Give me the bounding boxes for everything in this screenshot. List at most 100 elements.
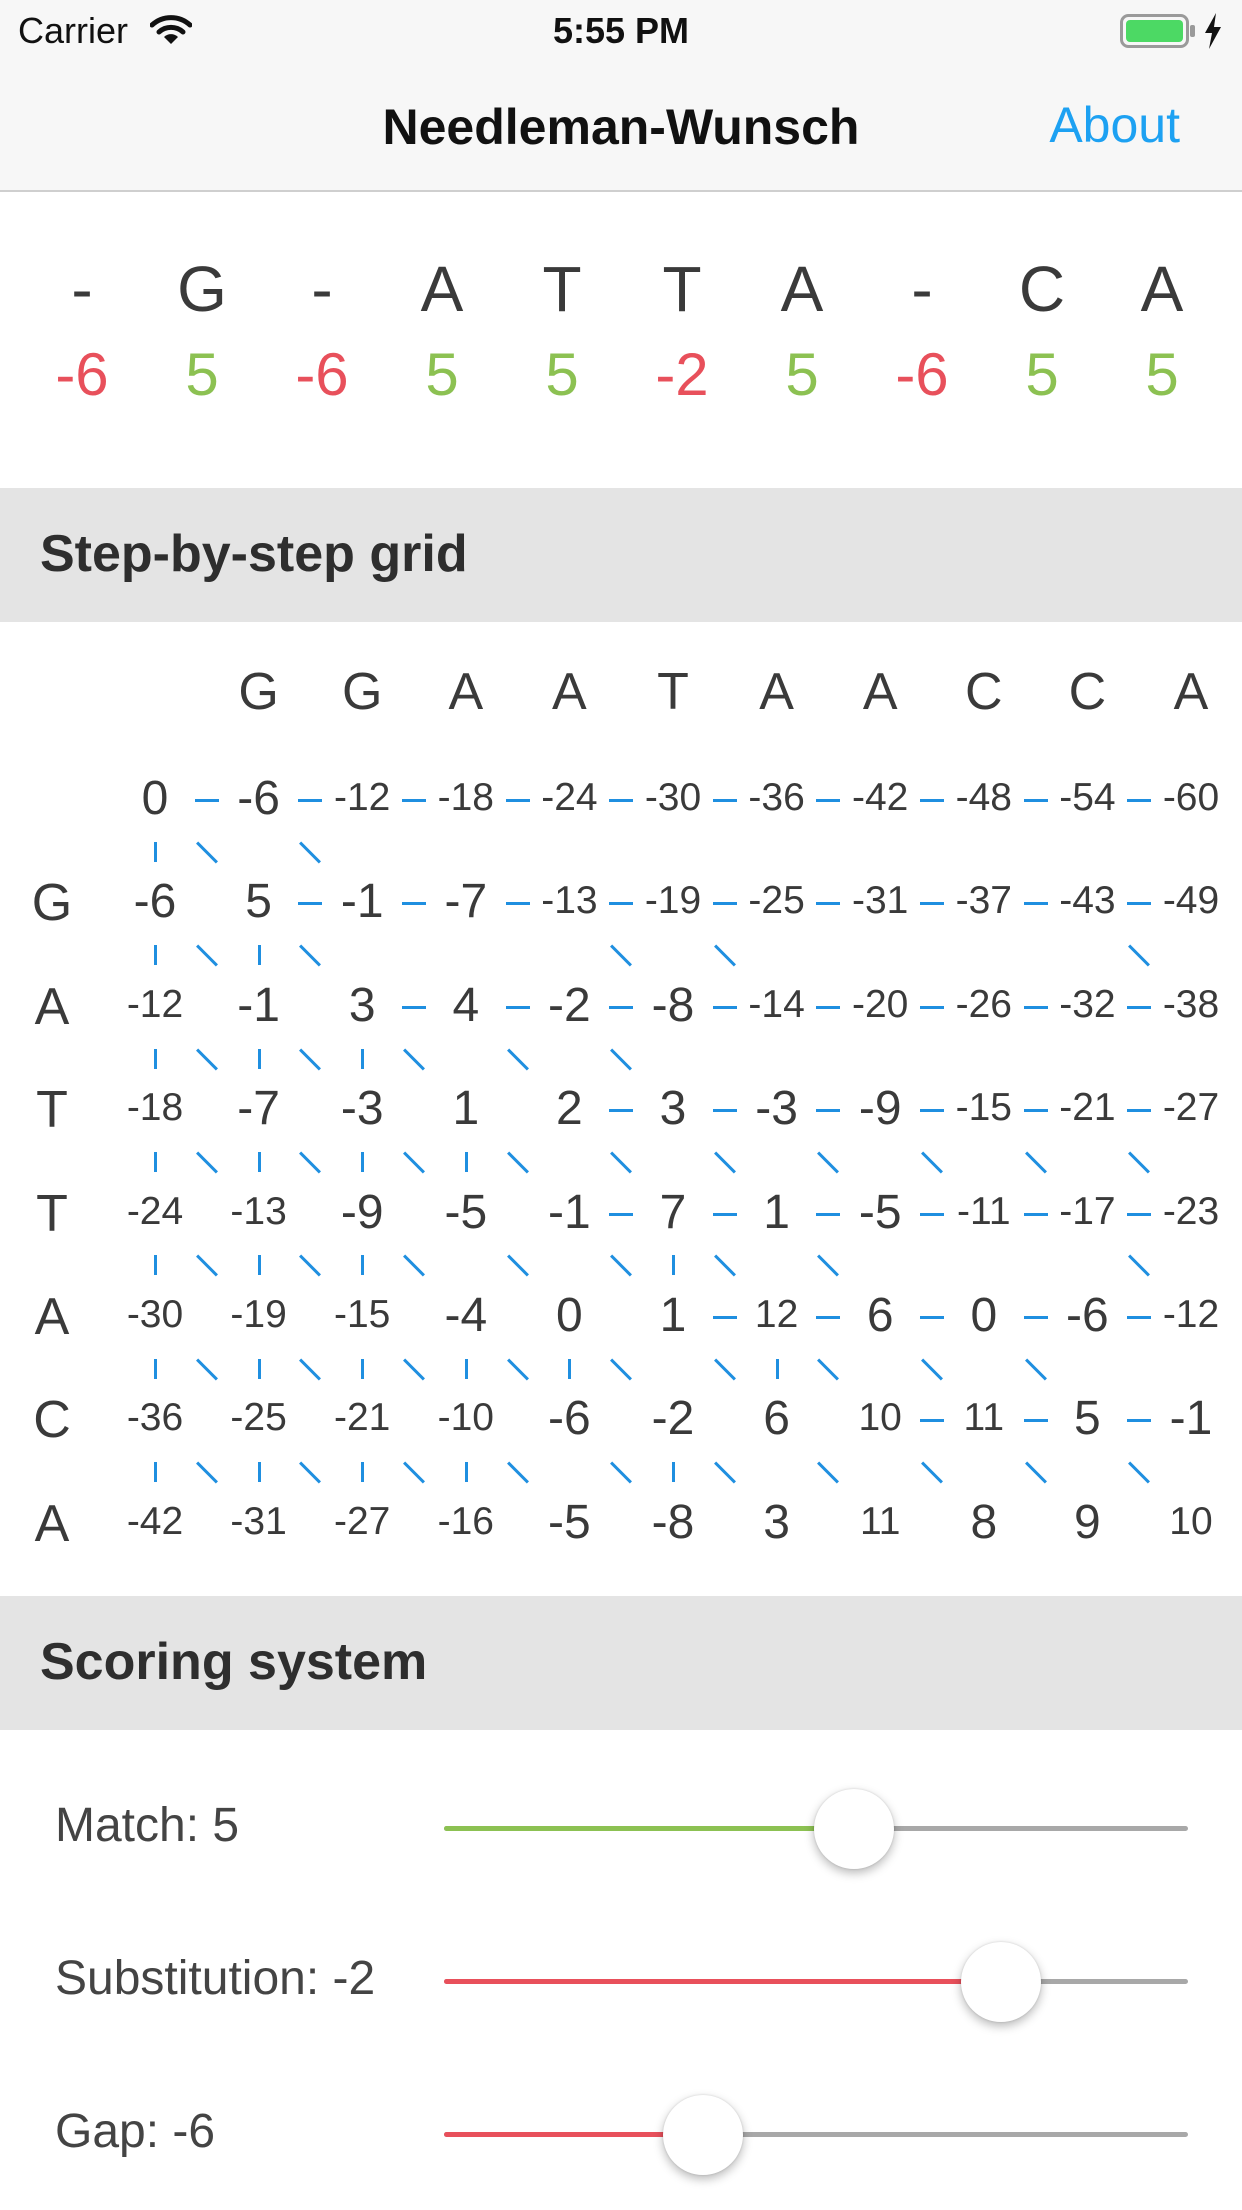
grid-vertical-arrow xyxy=(464,1151,468,1172)
grid-cell: 1 xyxy=(452,1082,480,1136)
scoring-section-header: Scoring system xyxy=(0,1596,1242,1730)
grid-diagonal-arrow xyxy=(1024,1151,1047,1174)
grid-vertical-arrow xyxy=(568,1358,572,1379)
grid-cell: 8 xyxy=(970,1495,998,1549)
grid-horizontal-arrow xyxy=(609,1212,634,1216)
step-by-step-grid: G G A A T A A C C A G A T T A C A 0 -6 -12 -18 -24 -30 -36 -42 -4… xyxy=(0,622,1242,1596)
grid-horizontal-arrow xyxy=(505,799,530,802)
grid-cell: -30 xyxy=(126,1293,184,1336)
grid-cell: -23 xyxy=(1162,1189,1220,1233)
grid-cell: -21 xyxy=(334,1396,391,1440)
grid-horizontal-arrow xyxy=(816,902,841,906)
about-button[interactable]: About xyxy=(1049,97,1180,153)
alignment-char: T xyxy=(662,253,702,325)
substitution-slider[interactable] xyxy=(444,1942,1188,2022)
grid-column-letter: G xyxy=(238,663,279,721)
grid-cell: 11 xyxy=(963,1396,1005,1440)
gap-label: Gap: -6 xyxy=(55,2105,216,2158)
grid-diagonal-arrow xyxy=(817,1358,840,1381)
grid-horizontal-arrow xyxy=(920,1419,944,1423)
grid-cell: 0 xyxy=(970,1289,998,1342)
grid-column-letter: A xyxy=(759,663,794,721)
grid-cell: -21 xyxy=(1059,1086,1116,1130)
grid-diagonal-arrow xyxy=(610,1461,633,1484)
alignment-score: -6 xyxy=(895,341,949,408)
grid-diagonal-arrow xyxy=(921,1358,943,1381)
grid-cell: -11 xyxy=(957,1189,1011,1233)
grid-diagonal-arrow xyxy=(610,1151,633,1174)
grid-vertical-arrow xyxy=(361,1462,365,1483)
grid-cell: 1 xyxy=(659,1289,687,1342)
grid-cell: 2 xyxy=(556,1082,583,1136)
grid-column-letter: A xyxy=(1173,663,1209,721)
grid-cell: -10 xyxy=(437,1396,494,1440)
grid-row-letter-text: C xyxy=(33,1391,71,1450)
grid-cell: -15 xyxy=(334,1293,391,1336)
grid-cell: -8 xyxy=(651,978,695,1032)
substitution-slider-row: Substitution: -2 xyxy=(0,1905,1242,2057)
grid-diagonal-arrow xyxy=(713,1461,736,1484)
grid-horizontal-arrow xyxy=(402,1005,426,1009)
grid-section-title: Step-by-step grid xyxy=(40,525,468,583)
match-slider[interactable] xyxy=(444,1789,1188,1869)
grid-diagonal-arrow xyxy=(403,1151,425,1174)
grid-vertical-arrow xyxy=(257,1151,261,1172)
grid-vertical-arrow xyxy=(464,1462,468,1483)
grid-cell: -31 xyxy=(230,1499,287,1543)
gap-slider[interactable] xyxy=(444,2095,1188,2175)
grid-cell: -17 xyxy=(1059,1189,1116,1233)
grid-horizontal-arrow xyxy=(505,1005,530,1009)
alignment-score: 5 xyxy=(545,341,579,408)
grid-cell: -6 xyxy=(548,1392,591,1446)
grid-horizontal-arrow xyxy=(712,1005,737,1009)
grid-horizontal-arrow xyxy=(298,902,323,906)
grid-horizontal-arrow xyxy=(1023,1419,1048,1423)
grid-diagonal-arrow xyxy=(506,1358,529,1381)
grid-cell: -27 xyxy=(1162,1086,1220,1130)
grid-vertical-arrow xyxy=(257,1462,261,1483)
grid-diagonal-arrow xyxy=(1128,1151,1151,1174)
grid-diagonal-arrow xyxy=(195,944,218,967)
grid-cell: -6 xyxy=(1066,1289,1109,1342)
grid-cell: 0 xyxy=(556,1289,583,1342)
substitution-label: Substitution: -2 xyxy=(55,1952,376,2005)
grid-vertical-arrow xyxy=(257,1255,261,1276)
alignment-score: -6 xyxy=(295,341,349,408)
grid-cell: -1 xyxy=(340,875,384,929)
grid-cell: -4 xyxy=(444,1289,488,1342)
grid-diagonal-arrow xyxy=(403,1461,425,1484)
grid-vertical-arrow xyxy=(154,841,157,862)
grid-horizontal-arrow xyxy=(609,902,634,906)
grid-horizontal-arrow xyxy=(1127,1212,1152,1216)
grid-cell: -5 xyxy=(444,1185,488,1239)
gap-slider-thumb[interactable] xyxy=(662,2095,743,2175)
grid-cell: -9 xyxy=(858,1082,902,1136)
grid-column-letter: A xyxy=(448,663,484,721)
grid-cell: -25 xyxy=(748,879,805,923)
battery-icon xyxy=(1120,14,1198,53)
substitution-slider-thumb[interactable] xyxy=(961,1942,1042,2022)
grid-cell: 10 xyxy=(858,1396,902,1440)
grid-cell: 3 xyxy=(763,1495,790,1549)
grid-diagonal-arrow xyxy=(299,841,322,864)
grid-cell: 5 xyxy=(245,875,272,929)
grid-horizontal-arrow xyxy=(816,799,841,802)
match-slider-thumb[interactable] xyxy=(813,1789,894,1869)
grid-diagonal-arrow xyxy=(713,1151,736,1174)
grid-vertical-arrow xyxy=(154,1151,157,1172)
grid-cell: 6 xyxy=(866,1289,894,1342)
grid-vertical-arrow xyxy=(672,1462,675,1483)
grid-cell: -43 xyxy=(1059,879,1116,923)
grid-diagonal-arrow xyxy=(713,1254,736,1277)
grid-cell: 3 xyxy=(659,1082,687,1136)
grid-cell: -30 xyxy=(644,776,702,819)
grid-diagonal-arrow xyxy=(299,944,322,967)
match-slider-fill xyxy=(444,1826,854,1831)
grid-cell: -24 xyxy=(126,1189,184,1233)
alignment-char: A xyxy=(1140,253,1184,325)
grid-diagonal-arrow xyxy=(195,841,218,864)
grid-horizontal-arrow xyxy=(712,1316,737,1319)
grid-horizontal-arrow xyxy=(1127,1005,1152,1009)
grid-diagonal-arrow xyxy=(299,1461,322,1484)
grid-horizontal-arrow xyxy=(1023,902,1048,906)
